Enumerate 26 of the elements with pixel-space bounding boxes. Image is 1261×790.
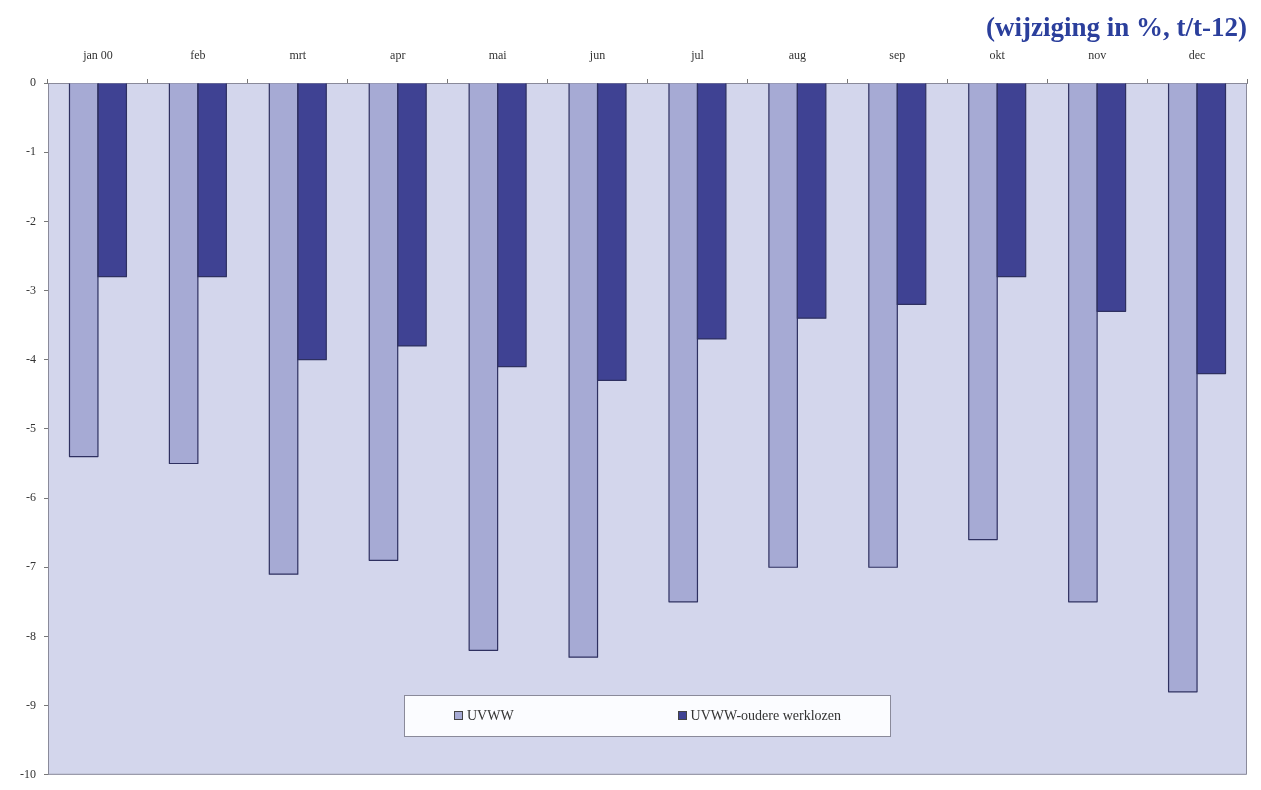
- x-tick-label: mrt: [289, 47, 307, 62]
- y-tick-label: -4: [26, 351, 36, 366]
- x-tick-label: jul: [690, 47, 705, 62]
- y-tick-label: -9: [26, 697, 36, 712]
- legend-label: UVWW-oudere werklozen: [690, 707, 841, 724]
- x-tick-label: jan 00: [82, 47, 113, 62]
- x-tick-label: nov: [1088, 47, 1107, 62]
- chart-subtitle: (wijziging in %, t/t-12): [986, 12, 1247, 43]
- x-tick-label: jun: [588, 47, 606, 62]
- x-tick-label: apr: [390, 47, 406, 62]
- x-tick-label: sep: [889, 47, 906, 62]
- x-tick-label: okt: [989, 47, 1006, 62]
- y-tick-label: -8: [26, 628, 36, 643]
- legend-label: UVWW: [467, 707, 514, 724]
- y-tick-label: -6: [26, 490, 36, 505]
- y-tick-label: -10: [20, 766, 36, 781]
- x-tick-label: feb: [190, 47, 206, 62]
- y-tick-label: -1: [26, 144, 36, 159]
- y-tick-label: 0: [30, 75, 36, 90]
- y-tick-label: -3: [26, 282, 36, 297]
- x-tick-label: mai: [488, 47, 508, 62]
- y-tick-label: -7: [26, 559, 36, 574]
- y-tick-label: -2: [26, 213, 36, 228]
- x-tick-label: aug: [788, 47, 807, 62]
- y-tick-label: -5: [26, 421, 36, 436]
- x-tick-label: dec: [1188, 47, 1206, 62]
